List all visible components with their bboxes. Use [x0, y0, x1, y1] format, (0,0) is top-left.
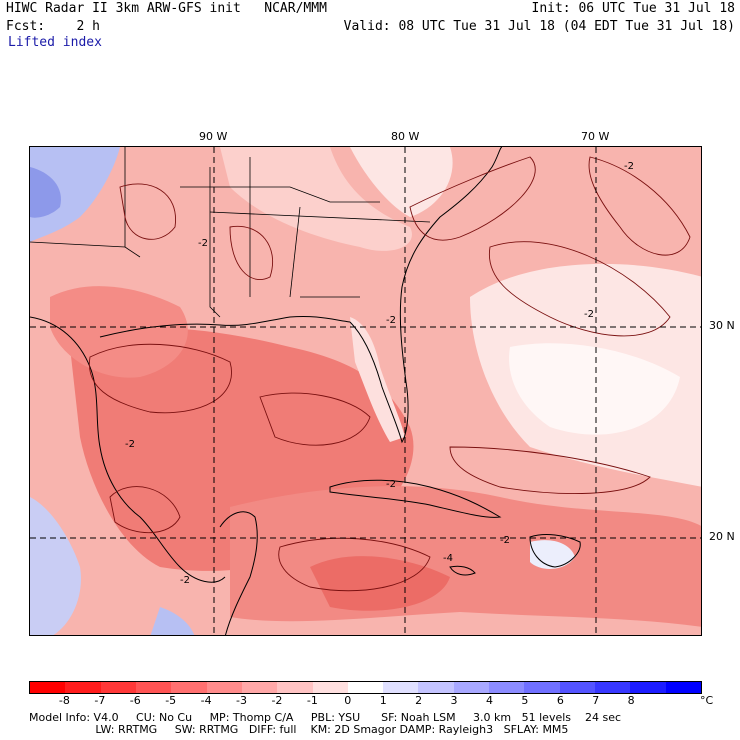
colorbar-swatch — [453, 682, 490, 693]
stable-region-nw — [30, 147, 120, 242]
contour — [588, 156, 691, 256]
lat-label-20n: 20 N — [709, 530, 735, 543]
stable-region-south — [150, 607, 195, 635]
border-segment — [30, 241, 126, 248]
colorbar-tick-label: 5 — [521, 694, 529, 707]
model-info-line2: LW: RRTMG SW: RRTMG DIFF: full KM: 2D Sm… — [29, 723, 569, 736]
contour-label: -2 — [180, 575, 190, 586]
colorbar-swatch — [595, 682, 631, 693]
caribbean-core — [310, 556, 450, 611]
colorbar-tick-label: 4 — [485, 694, 493, 707]
contour — [109, 486, 181, 534]
model-info-line1: Model Info: V4.0 CU: No Cu MP: Thomp C/A… — [29, 711, 622, 724]
contour — [449, 446, 651, 494]
colorbar-tick-label: -5 — [165, 694, 177, 707]
contour — [259, 392, 371, 446]
carolinas-region — [350, 147, 453, 217]
contour-label: -2 — [584, 309, 594, 320]
contour-label: -2 — [386, 315, 396, 326]
atlantic-neutral-core — [509, 343, 680, 435]
colorbar-swatch — [277, 682, 313, 693]
colorbar-unit: °C — [700, 694, 714, 707]
contour-label: -2 — [198, 238, 208, 249]
colorbar-swatch — [418, 682, 454, 693]
colorbar-swatch — [630, 682, 666, 693]
yucatan-coast — [219, 511, 258, 635]
florida-atlantic-coast — [349, 147, 503, 444]
colorbar-tick-label: 1 — [379, 694, 387, 707]
contour-label: -4 — [443, 553, 453, 564]
colorbar-tick-label: -7 — [94, 694, 106, 707]
field-name: Lifted index — [8, 35, 102, 50]
colorbar — [29, 681, 702, 694]
colorbar-swatch — [489, 682, 525, 693]
coastlines — [30, 147, 581, 635]
colorbar-tick-label: 8 — [627, 694, 635, 707]
colorbar-tick-label: -1 — [306, 694, 318, 707]
lon-label-70w: 70 W — [581, 130, 610, 143]
colorbar-tick-label: 6 — [556, 694, 564, 707]
colorbar-tick-label: -4 — [200, 694, 212, 707]
colorbar-tick-label: -8 — [58, 694, 70, 707]
colorbar-swatch — [559, 682, 595, 693]
stable-region-sw — [30, 497, 81, 635]
colorbar-tick-label: 3 — [450, 694, 458, 707]
colorbar-swatch — [65, 682, 101, 693]
colorbar-swatch — [100, 682, 136, 693]
colorbar-tick-label: 2 — [415, 694, 423, 707]
contour-label: -2 — [125, 439, 135, 450]
colorbar-tick-label: 0 — [344, 694, 352, 707]
mexico-gulf-coast — [30, 316, 226, 583]
colorbar-swatch — [135, 682, 172, 693]
colorbar-swatch — [206, 682, 242, 693]
lon-label-90w: 90 W — [199, 130, 228, 143]
contour — [229, 225, 274, 280]
colorbar-swatch — [383, 682, 419, 693]
colorbar-tick-label: 7 — [592, 694, 600, 707]
lat-label-30n: 30 N — [709, 319, 735, 332]
colorbar-swatch — [347, 682, 384, 693]
colorbar-swatch — [241, 682, 278, 693]
colorbar-tick-label: -6 — [129, 694, 141, 707]
border-segment — [209, 167, 221, 318]
hispaniola-outline — [529, 534, 581, 568]
contour — [119, 183, 176, 240]
state-borders — [30, 147, 431, 318]
map-canvas: -2 -2 -2 -2 -2 -2 -4 -2 -2 — [30, 147, 701, 635]
forecast-hour: Fcst: 2 h — [6, 19, 100, 34]
latlon-grid — [30, 147, 701, 635]
colorbar-tick-label: -2 — [271, 694, 283, 707]
model-title: HIWC Radar II 3km ARW-GFS init NCAR/MMM — [6, 1, 327, 16]
colorbar-swatch — [524, 682, 560, 693]
cuba-outline — [329, 479, 502, 518]
contour-label-group: -2 -2 -2 -2 -2 -2 -4 -2 -2 — [125, 161, 634, 586]
colorbar-swatch — [30, 682, 66, 693]
us-gulf-coast — [99, 316, 351, 338]
contour — [278, 537, 431, 592]
border-segment — [180, 186, 380, 203]
border-segment — [289, 206, 301, 298]
contour — [488, 241, 671, 337]
southeast-us-region — [220, 147, 412, 251]
lifted-index-map: -2 -2 -2 -2 -2 -2 -4 -2 -2 — [29, 146, 702, 636]
colorbar-swatch — [665, 682, 701, 693]
jamaica-outline — [449, 565, 476, 576]
colorbar-tick-label: -3 — [236, 694, 247, 707]
contour — [409, 156, 536, 241]
contour — [88, 343, 232, 414]
lon-label-80w: 80 W — [391, 130, 420, 143]
contour-label: -2 — [624, 161, 634, 172]
contour-label: -2 — [500, 535, 510, 546]
contour-label: -2 — [386, 479, 396, 490]
init-time: Init: 06 UTC Tue 31 Jul 18 — [531, 1, 736, 16]
colorbar-swatch — [312, 682, 348, 693]
valid-time: Valid: 08 UTC Tue 31 Jul 18 (04 EDT Tue … — [343, 19, 735, 34]
border-segment — [209, 211, 431, 223]
colorbar-swatch — [171, 682, 207, 693]
stable-core-nw — [30, 167, 61, 218]
contour-lines — [88, 156, 691, 592]
